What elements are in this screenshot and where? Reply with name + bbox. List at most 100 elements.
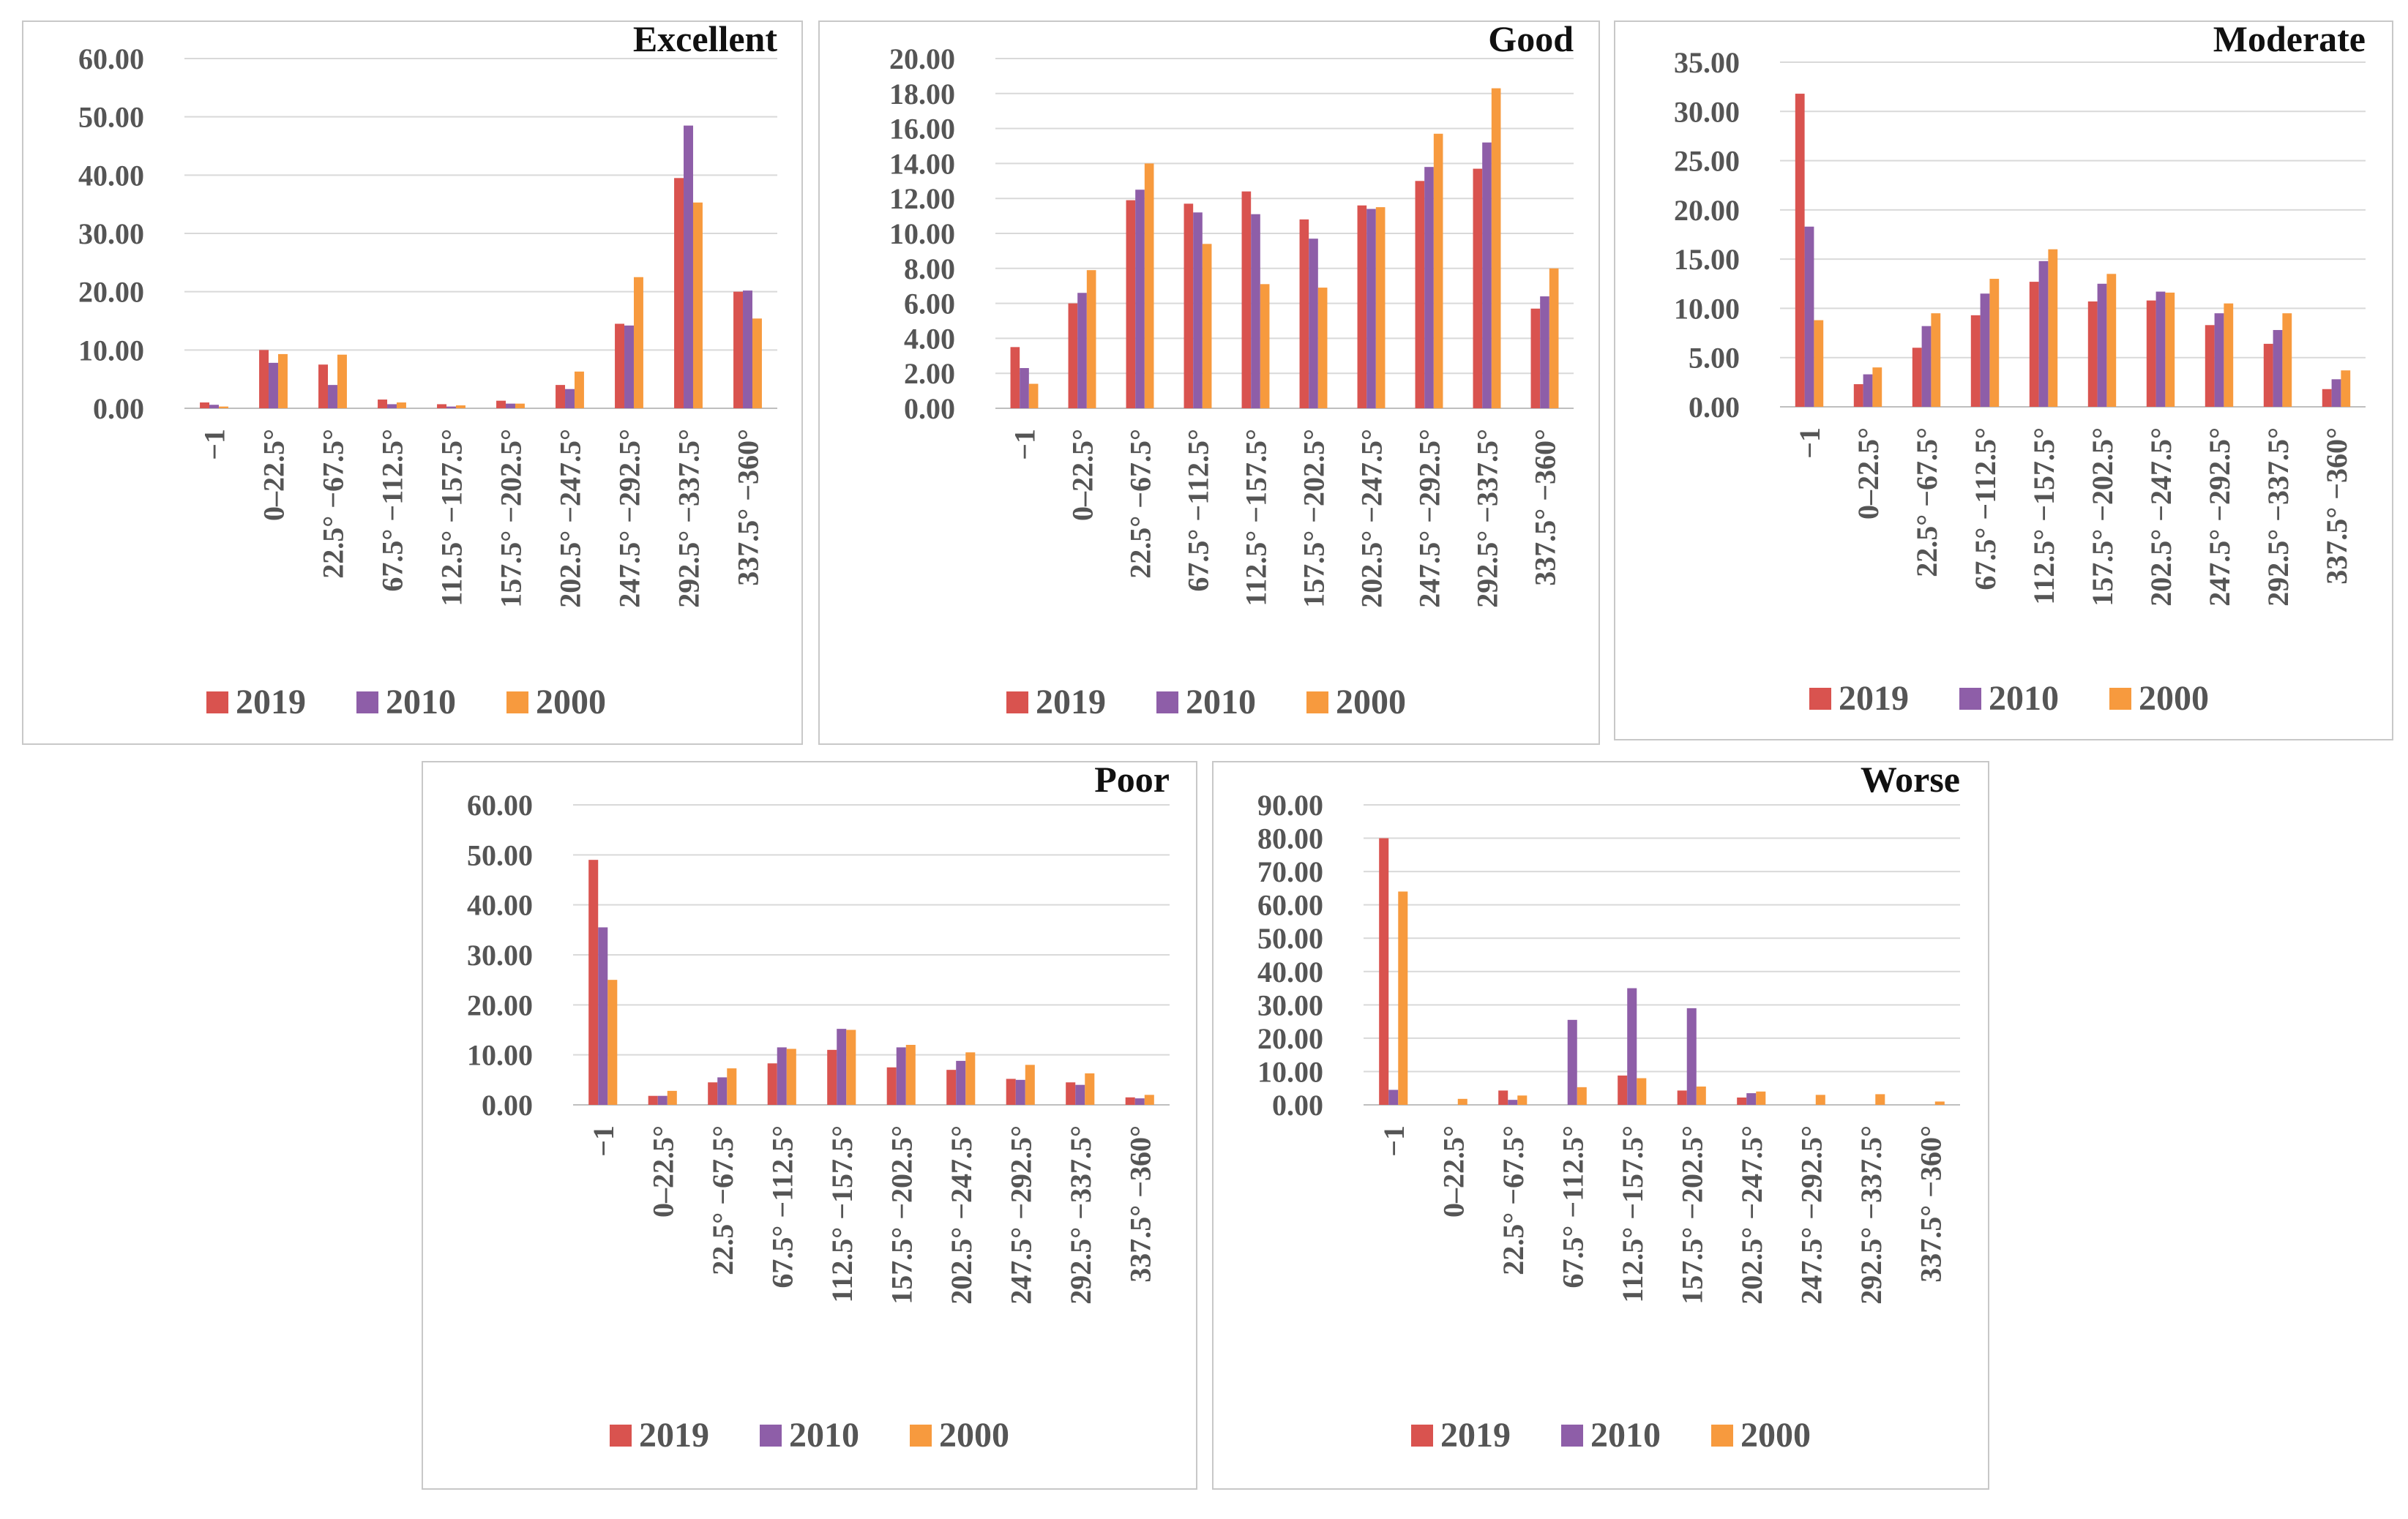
y-tick-label: 50.00 (78, 101, 144, 134)
bar-2010 (1686, 1008, 1697, 1105)
y-tick-label: 20.00 (78, 276, 144, 309)
y-tick-label: 2.00 (904, 357, 955, 390)
bar-2000 (1028, 383, 1039, 408)
y-tick-label: 60.00 (78, 42, 144, 75)
legend-swatch-2000 (1306, 691, 1328, 713)
bar-2010 (1193, 212, 1203, 408)
bar-2019 (708, 1082, 718, 1105)
x-category-label: 247.5° −292.5° (1413, 429, 1446, 608)
bar-2000 (1202, 244, 1212, 408)
bar-2010 (1482, 142, 1492, 408)
y-tick-label: 40.00 (78, 159, 144, 192)
bar-2010 (1309, 239, 1318, 408)
x-category-label: 67.5° −112.5° (766, 1125, 799, 1289)
legend-swatch-2010 (1959, 688, 1981, 710)
legend-swatch-2019 (1006, 691, 1028, 713)
x-category-label: 247.5° −292.5° (1795, 1125, 1828, 1305)
bar-2010 (1075, 1084, 1085, 1105)
legend-label: 2019 (1440, 1416, 1511, 1455)
legend-label: 2010 (789, 1416, 859, 1455)
bar-2010 (2331, 379, 2341, 407)
chart-title: Good (1488, 22, 1574, 59)
bar-2010 (1746, 1093, 1757, 1105)
bar-2019 (1473, 168, 1483, 408)
x-category-label: 0–22.5° (258, 429, 291, 521)
bar-2000 (2224, 303, 2234, 407)
bar-2010 (2273, 330, 2283, 407)
bar-2019 (946, 1070, 957, 1105)
bar-2000 (1814, 320, 1824, 407)
bar-2019 (2263, 343, 2273, 407)
bar-2000 (1433, 133, 1443, 408)
bar-2010 (1424, 167, 1434, 408)
bar-2000 (455, 405, 465, 408)
y-tick-label: 15.00 (1674, 243, 1740, 276)
bar-2019 (1241, 191, 1252, 408)
bar-2000 (965, 1052, 976, 1105)
x-category-label: 22.5° −67.5° (1910, 427, 1943, 577)
bar-2010 (269, 362, 278, 408)
y-tick-label: 50.00 (467, 839, 533, 871)
y-tick-label: 90.00 (1257, 789, 1323, 822)
bar-2019 (318, 364, 329, 408)
legend-swatch-2010 (760, 1425, 782, 1447)
bar-2000 (2048, 249, 2058, 407)
y-tick-label: 10.00 (78, 334, 144, 367)
x-category-label: 22.5° −67.5° (706, 1125, 739, 1275)
bar-2000 (905, 1045, 916, 1105)
bar-2019 (437, 404, 447, 408)
bar-2010 (2038, 260, 2049, 407)
bar-2000 (1025, 1065, 1035, 1105)
bar-2010 (2214, 313, 2224, 407)
bar-2019 (1530, 308, 1541, 408)
bar-2019 (1498, 1090, 1508, 1105)
bar-2000 (1549, 268, 1559, 408)
x-category-label: 292.5° −337.5° (673, 429, 706, 608)
bar-2010 (1980, 293, 1990, 407)
chart-title: Moderate (2213, 22, 2366, 59)
chart-worse: Worse 0.0010.0020.0030.0040.0050.0060.007… (1257, 762, 1960, 1455)
bar-2000 (1144, 1095, 1154, 1105)
bar-2019 (1066, 1082, 1076, 1105)
legend-swatch-2019 (610, 1425, 632, 1447)
bar-2019 (1010, 347, 1020, 408)
y-tick-label: 0.00 (1272, 1089, 1323, 1122)
x-category-label: 337.5° −360° (1529, 429, 1562, 586)
bar-2019 (886, 1067, 897, 1105)
x-category-label: 112.5° −157.5° (826, 1125, 859, 1303)
bar-2000 (1085, 1073, 1095, 1105)
panel-poor: Poor 0.00 10.00 20.00 30.00 40.00 50.00 60.00 −1… (422, 761, 1197, 1490)
y-tick-label: 0.00 (93, 392, 144, 425)
y-tick-label: 80.00 (1257, 822, 1323, 855)
bar-2000 (1931, 313, 1941, 407)
bar-2000 (1317, 288, 1328, 408)
legend-label: 2019 (1036, 683, 1106, 721)
x-category-label: 112.5° −157.5° (2027, 427, 2060, 605)
y-tick-label: 50.00 (1257, 922, 1323, 955)
x-category-label: 202.5° −247.5° (2145, 427, 2177, 607)
legend-label: 2000 (1740, 1416, 1811, 1455)
bar-2019 (1737, 1097, 1747, 1105)
bar-2010 (777, 1047, 787, 1105)
y-tick-label: 0.00 (904, 392, 955, 425)
bar-2019 (648, 1095, 658, 1105)
bar-2019 (200, 402, 210, 408)
chart-poor: Poor 0.00 10.00 20.00 30.00 40.00 50.00 60.00 −1… (467, 762, 1170, 1455)
legend-label: 2019 (236, 683, 306, 721)
legend-swatch-2010 (356, 691, 378, 713)
bar-2010 (1863, 374, 1873, 407)
bar-2019 (2029, 282, 2039, 407)
bar-2019 (1125, 1097, 1135, 1105)
bar-2010 (1015, 1079, 1025, 1105)
x-category-label: 157.5° −202.5° (2086, 427, 2119, 607)
y-tick-label: 5.00 (1689, 342, 1740, 375)
bar-2010 (1020, 368, 1029, 408)
y-tick-label: 30.00 (78, 217, 144, 250)
bar-2019 (674, 178, 684, 409)
x-category-label: −1 (587, 1125, 620, 1157)
x-category-label: 202.5° −247.5° (1735, 1125, 1768, 1305)
y-tick-label: 60.00 (1257, 889, 1323, 922)
bar-2010 (1540, 296, 1549, 408)
y-tick-label: 30.00 (467, 939, 533, 972)
bar-2000 (1872, 367, 1882, 407)
